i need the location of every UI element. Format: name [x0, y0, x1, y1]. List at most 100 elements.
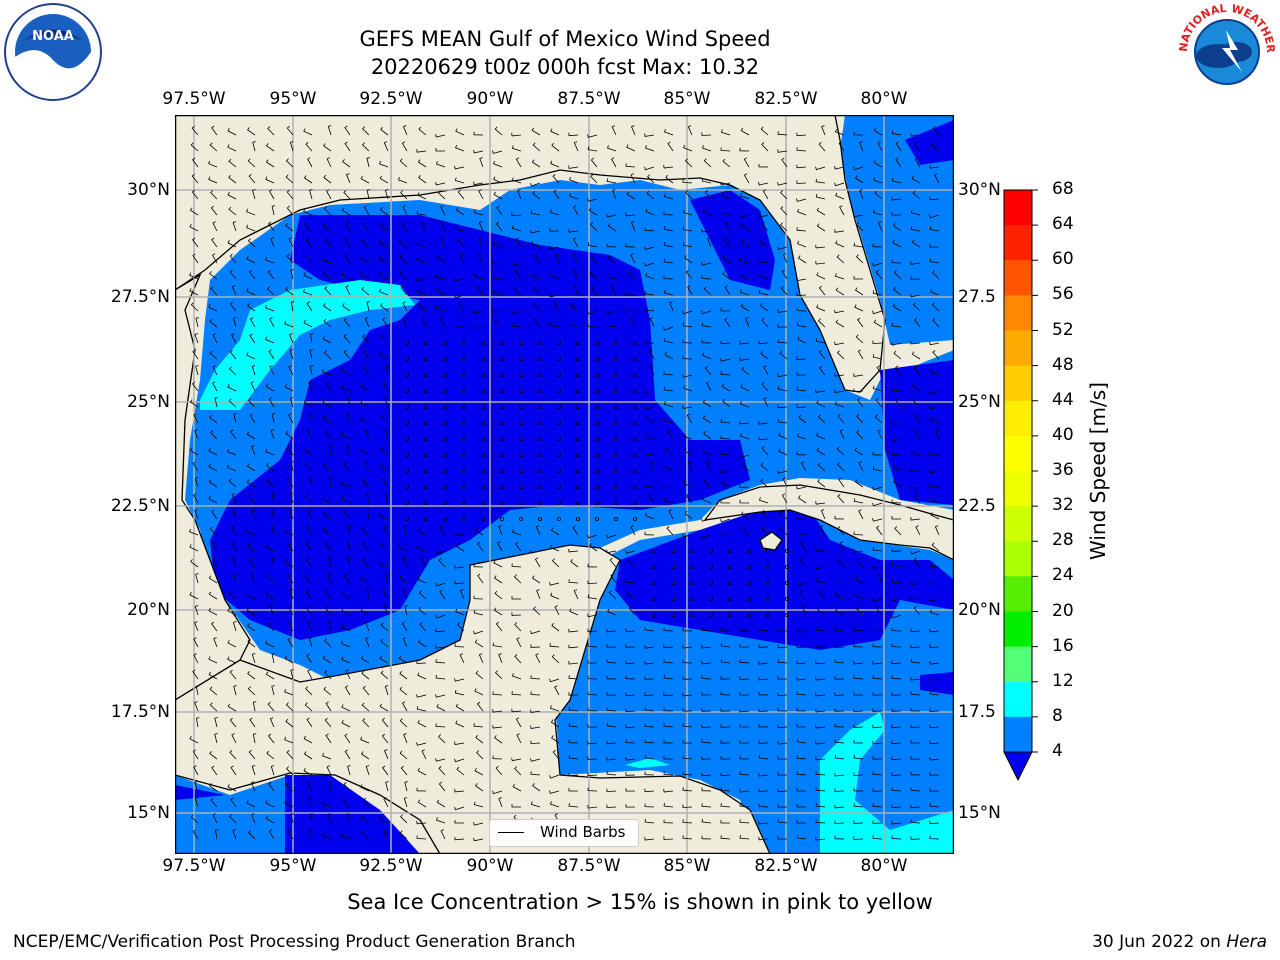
wind-barb — [247, 686, 256, 696]
wind-barb — [607, 223, 617, 232]
wind-barb — [324, 717, 332, 728]
wind-barb — [910, 132, 921, 137]
wind-barb — [250, 781, 256, 792]
wind-barb — [306, 717, 313, 728]
wind-barb — [606, 692, 617, 696]
wind-barb — [551, 142, 560, 152]
wind-barb — [399, 254, 408, 264]
wind-barb — [834, 804, 845, 809]
wind-barb — [931, 302, 940, 312]
wind-barb — [858, 461, 864, 472]
wind-barb — [454, 531, 465, 536]
wind-barb — [247, 671, 256, 680]
y-tick-right: 17.5 — [958, 702, 996, 722]
wind-barb — [625, 291, 636, 296]
wind-barb — [682, 226, 693, 232]
wind-barb — [644, 531, 655, 536]
wind-barb — [872, 466, 883, 472]
wind-barb — [834, 401, 845, 408]
wind-barb — [568, 644, 579, 649]
wind-barb — [404, 525, 408, 536]
wind-barb — [454, 678, 465, 682]
wind-barb — [305, 142, 313, 152]
colorbar-segment — [1004, 365, 1032, 402]
wind-barb-calm — [690, 613, 695, 618]
wind-barb — [404, 605, 408, 616]
wind-barb-calm — [423, 500, 428, 505]
wind-barb — [568, 193, 579, 200]
wind-barb — [325, 381, 332, 392]
wind-barb — [568, 722, 579, 728]
colorbar-segment — [1004, 400, 1032, 437]
wind-barb — [668, 509, 674, 520]
wind-barb — [568, 707, 579, 712]
wind-barb — [645, 208, 655, 216]
wind-barb — [818, 365, 826, 376]
wind-barb — [271, 493, 275, 504]
wind-barb-calm — [404, 420, 409, 425]
wind-barb — [587, 242, 598, 248]
wind-barb — [796, 677, 807, 681]
wind-barb-calm — [423, 404, 428, 409]
wind-barb — [380, 670, 389, 680]
wind-barb — [289, 349, 294, 360]
wind-barb — [872, 502, 883, 507]
wind-barb — [457, 238, 465, 248]
wind-barb-calm — [404, 372, 409, 377]
wind-barb — [910, 658, 921, 664]
wind-barb — [286, 205, 294, 216]
wind-barb — [722, 254, 731, 264]
wind-barb — [492, 150, 503, 154]
wind-barb — [190, 142, 199, 152]
wind-barb — [493, 240, 503, 248]
wind-barb-calm — [671, 565, 676, 570]
wind-barb — [383, 605, 389, 616]
wind-barb — [194, 701, 199, 712]
wind-barb — [473, 131, 484, 136]
wind-barb — [233, 573, 237, 584]
wind-barb — [305, 462, 313, 472]
wind-barb-calm — [785, 565, 790, 570]
wind-barb — [910, 485, 921, 489]
wind-barb — [397, 176, 408, 184]
wind-barb — [549, 245, 560, 250]
wind-barb — [630, 173, 636, 184]
wind-barb — [454, 758, 465, 763]
wind-barb — [232, 221, 237, 232]
wind-barb — [530, 691, 541, 696]
wind-barb — [402, 125, 408, 136]
wind-barb — [214, 397, 218, 408]
wind-barb-calm — [595, 452, 600, 457]
wind-barb — [303, 768, 313, 776]
wind-barb — [498, 797, 503, 808]
wind-barb — [340, 832, 351, 840]
wind-barb-calm — [538, 372, 543, 377]
wind-barb — [284, 320, 294, 328]
wind-barb — [758, 691, 769, 696]
wind-barb — [232, 557, 237, 568]
wind-barb — [816, 432, 826, 440]
wind-barb — [874, 190, 883, 200]
colorbar-tick-label: 24 — [1052, 565, 1074, 586]
wind-barb — [570, 302, 579, 312]
wind-barb — [473, 723, 484, 728]
wind-barb — [644, 262, 655, 267]
wind-barb — [271, 653, 276, 664]
wind-barb — [191, 381, 199, 392]
wind-barb — [307, 621, 313, 632]
wind-barb — [366, 589, 370, 600]
wind-barb — [549, 209, 560, 216]
wind-barb-calm — [538, 436, 543, 441]
wind-barb — [929, 341, 940, 346]
wind-barb — [457, 622, 465, 632]
wind-barb — [364, 317, 370, 328]
wind-barb — [515, 269, 522, 280]
wind-barb — [682, 355, 693, 360]
wind-barb — [722, 271, 731, 280]
wind-barb-calm — [519, 468, 524, 473]
wind-barb — [777, 707, 788, 712]
wind-barb — [606, 145, 617, 152]
wind-barb — [379, 288, 389, 296]
wind-barb — [872, 628, 883, 633]
wind-barb — [399, 750, 408, 760]
